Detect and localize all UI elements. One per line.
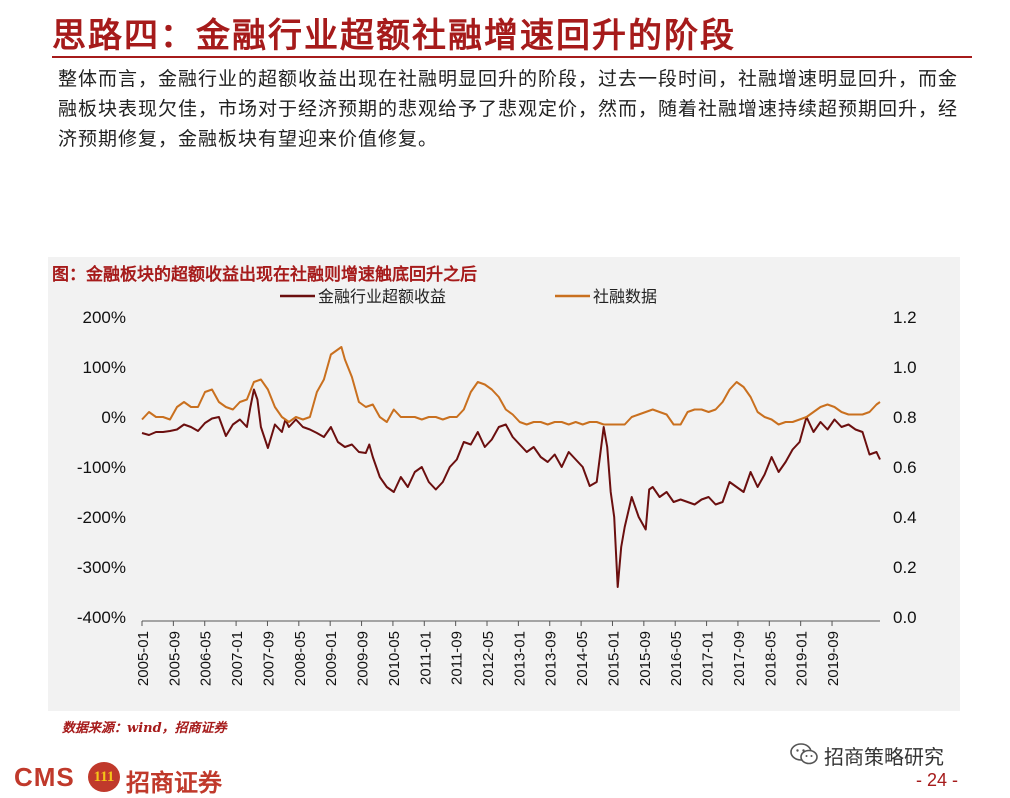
wechat-icon bbox=[790, 743, 818, 765]
y-left-tick-label: -300% bbox=[77, 558, 126, 577]
data-source: 数据来源：wind，招商证券 bbox=[62, 721, 227, 736]
y-right-tick-label: 0.4 bbox=[893, 508, 917, 527]
x-tick-label: 2012-05 bbox=[480, 631, 497, 686]
x-tick-label: 2009-01 bbox=[323, 631, 340, 686]
y-left-tick-label: -400% bbox=[77, 608, 126, 627]
x-tick-label: 2005-01 bbox=[135, 631, 152, 686]
chart-panel bbox=[48, 257, 960, 711]
x-tick-label: 2016-05 bbox=[668, 631, 685, 686]
x-tick-label: 2015-09 bbox=[637, 631, 654, 686]
x-tick-label: 2010-05 bbox=[386, 631, 403, 686]
intro-paragraph: 整体而言，金融行业的超额收益出现在社融明显回升的阶段，过去一段时间，社融增速明显… bbox=[58, 68, 959, 150]
x-tick-label: 2017-09 bbox=[731, 631, 748, 686]
x-tick-label: 2006-05 bbox=[198, 631, 215, 686]
page-number: - 24 - bbox=[916, 770, 959, 790]
x-tick-label: 2005-09 bbox=[166, 631, 183, 686]
x-tick-label: 2011-09 bbox=[449, 631, 466, 685]
y-right-tick-label: 0.2 bbox=[893, 558, 917, 577]
x-tick-label: 2019-09 bbox=[825, 631, 842, 686]
x-tick-label: 2011-01 bbox=[417, 631, 434, 685]
y-right-tick-label: 0.6 bbox=[893, 458, 917, 477]
brand-badge: 111 bbox=[88, 762, 120, 792]
chart-legend: 金融行业超额收益 社融数据 bbox=[280, 287, 657, 306]
legend-label-tsf: 社融数据 bbox=[593, 287, 657, 306]
x-tick-label: 2008-05 bbox=[292, 631, 309, 686]
y-left-tick-label: -200% bbox=[77, 508, 126, 527]
y-left-tick-label: 100% bbox=[83, 358, 126, 377]
x-tick-label: 2009-09 bbox=[355, 631, 372, 686]
right-axis: 0.0 0.2 0.4 0.6 0.8 1.0 1.2 bbox=[893, 308, 917, 627]
y-left-tick-label: 0% bbox=[101, 408, 126, 427]
wechat-account-name: 招商策略研究 bbox=[824, 745, 944, 769]
y-left-tick-label: -100% bbox=[77, 458, 126, 477]
series-lines bbox=[141, 346, 881, 588]
y-right-tick-label: 0.0 bbox=[893, 608, 917, 627]
page-title: 思路四：金融行业超额社融增速回升的阶段 bbox=[52, 16, 736, 56]
chart-title: 图：金融板块的超额收益出现在社融则增速触底回升之后 bbox=[52, 265, 477, 285]
brand-logo-cms: CMS bbox=[14, 762, 75, 792]
y-right-tick-label: 1.0 bbox=[893, 358, 917, 377]
legend-label-excess: 金融行业超额收益 bbox=[318, 287, 446, 306]
left-axis: -400% -300% -200% -100% 0% 100% 200% bbox=[77, 308, 126, 627]
series-line-tsf bbox=[141, 346, 881, 426]
x-tick-label: 2014-05 bbox=[574, 631, 591, 686]
y-right-tick-label: 0.8 bbox=[893, 408, 917, 427]
title-underline bbox=[52, 56, 972, 58]
x-tick-label: 2007-09 bbox=[260, 631, 277, 686]
x-tick-label: 2019-01 bbox=[794, 631, 811, 686]
x-tick-label: 2007-01 bbox=[229, 631, 246, 686]
y-left-tick-label: 200% bbox=[83, 308, 126, 327]
x-axis: 2005-01 2005-09 2006-05 2007-01 2007-09 2008-… bbox=[135, 620, 880, 686]
brand-name: 招商证券 bbox=[126, 768, 222, 797]
x-tick-label: 2015-01 bbox=[605, 631, 622, 686]
x-tick-label: 2017-01 bbox=[700, 631, 717, 686]
x-tick-label: 2018-05 bbox=[762, 631, 779, 686]
x-tick-label: 2013-01 bbox=[511, 631, 528, 686]
y-right-tick-label: 1.2 bbox=[893, 308, 917, 327]
series-line-excess-return bbox=[141, 388, 881, 588]
x-tick-label: 2013-09 bbox=[543, 631, 560, 686]
